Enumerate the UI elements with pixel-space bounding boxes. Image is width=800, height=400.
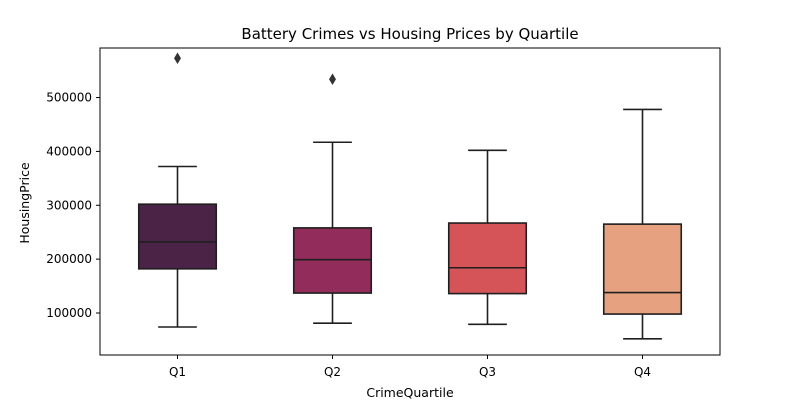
- y-tick-label: 500000: [46, 91, 92, 105]
- box-q2: [292, 73, 373, 325]
- box-q4: [602, 108, 683, 340]
- y-tick-label: 100000: [46, 306, 92, 320]
- box-q1: [137, 52, 218, 328]
- iqr-box: [447, 222, 528, 295]
- boxes-group: [137, 52, 683, 340]
- x-tick-label: Q3: [479, 365, 496, 379]
- outlier-point: [174, 52, 181, 65]
- y-axis: 100000 200000 300000 400000 500000: [46, 91, 100, 320]
- x-axis-label: CrimeQuartile: [366, 385, 454, 400]
- box-q3: [447, 149, 528, 326]
- y-tick-label: 300000: [46, 198, 92, 212]
- y-tick-label: 400000: [46, 144, 92, 158]
- chart-title: Battery Crimes vs Housing Prices by Quar…: [241, 25, 578, 43]
- y-tick-label: 200000: [46, 252, 92, 266]
- x-tick-label: Q4: [634, 365, 651, 379]
- iqr-box: [292, 227, 373, 294]
- x-tick-label: Q1: [169, 365, 186, 379]
- plot-area-frame: [99, 47, 721, 356]
- y-axis-label: HousingPrice: [17, 162, 32, 244]
- outlier-point: [329, 73, 336, 86]
- iqr-box: [137, 203, 218, 270]
- iqr-box: [602, 223, 683, 315]
- x-axis: Q1 Q2 Q3 Q4: [169, 355, 651, 379]
- x-tick-label: Q2: [324, 365, 341, 379]
